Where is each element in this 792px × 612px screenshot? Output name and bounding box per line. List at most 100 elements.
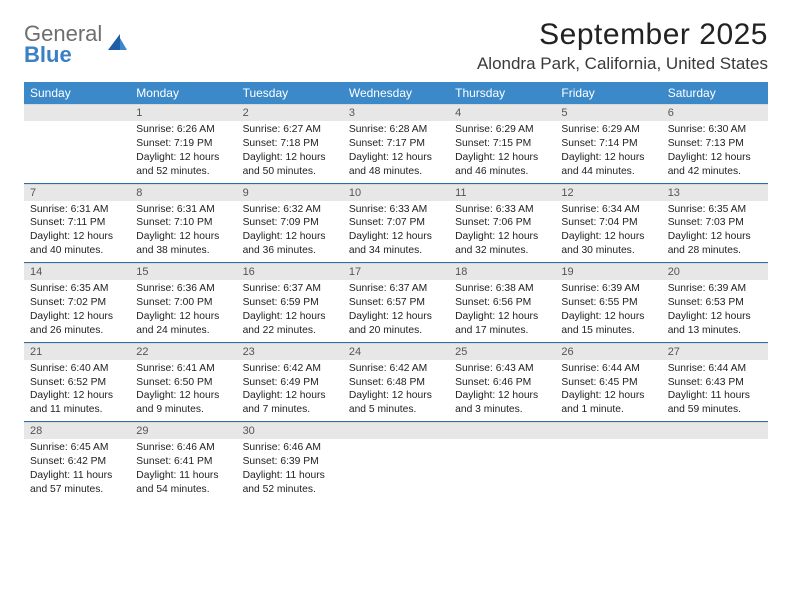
sun-info-line: Sunset: 7:02 PM bbox=[30, 296, 124, 310]
day-number bbox=[449, 422, 555, 439]
sun-info-line: Sunrise: 6:34 AM bbox=[561, 203, 655, 217]
sun-info-line: Daylight: 12 hours bbox=[668, 230, 762, 244]
sun-info-line: and 5 minutes. bbox=[349, 403, 443, 417]
weekday-thu: Thursday bbox=[449, 82, 555, 104]
sun-info-line: Sunset: 7:07 PM bbox=[349, 216, 443, 230]
sun-info-line: Sunrise: 6:45 AM bbox=[30, 441, 124, 455]
day-number: 7 bbox=[24, 184, 130, 201]
sun-info-line: and 17 minutes. bbox=[455, 324, 549, 338]
day-cell bbox=[343, 422, 449, 501]
day-number: 5 bbox=[555, 104, 661, 121]
sun-info-line: Daylight: 12 hours bbox=[243, 389, 337, 403]
sun-info: Sunrise: 6:33 AMSunset: 7:07 PMDaylight:… bbox=[343, 201, 449, 263]
sun-info-line: and 59 minutes. bbox=[668, 403, 762, 417]
sun-info-line: Daylight: 12 hours bbox=[561, 230, 655, 244]
sun-info-line: Daylight: 12 hours bbox=[668, 310, 762, 324]
calendar-document: General Blue September 2025 Alondra Park… bbox=[0, 0, 792, 501]
sun-info-line: and 34 minutes. bbox=[349, 244, 443, 258]
sun-info: Sunrise: 6:26 AMSunset: 7:19 PMDaylight:… bbox=[130, 121, 236, 183]
sun-info-line: and 44 minutes. bbox=[561, 165, 655, 179]
sun-info-line: and 38 minutes. bbox=[136, 244, 230, 258]
day-cell: 25Sunrise: 6:43 AMSunset: 6:46 PMDayligh… bbox=[449, 343, 555, 422]
sun-info-line: Sunrise: 6:29 AM bbox=[561, 123, 655, 137]
day-number: 20 bbox=[662, 263, 768, 280]
sun-info-line: Sunset: 7:04 PM bbox=[561, 216, 655, 230]
day-cell: 18Sunrise: 6:38 AMSunset: 6:56 PMDayligh… bbox=[449, 263, 555, 342]
day-cell: 11Sunrise: 6:33 AMSunset: 7:06 PMDayligh… bbox=[449, 184, 555, 263]
sail-icon bbox=[106, 32, 128, 57]
sun-info-line: Daylight: 12 hours bbox=[136, 310, 230, 324]
sun-info: Sunrise: 6:42 AMSunset: 6:49 PMDaylight:… bbox=[237, 360, 343, 422]
sun-info-line: Daylight: 12 hours bbox=[455, 230, 549, 244]
sun-info-line: Sunset: 7:11 PM bbox=[30, 216, 124, 230]
sun-info: Sunrise: 6:46 AMSunset: 6:39 PMDaylight:… bbox=[237, 439, 343, 501]
sun-info-line: Sunrise: 6:32 AM bbox=[243, 203, 337, 217]
day-cell: 14Sunrise: 6:35 AMSunset: 7:02 PMDayligh… bbox=[24, 263, 130, 342]
sun-info: Sunrise: 6:42 AMSunset: 6:48 PMDaylight:… bbox=[343, 360, 449, 422]
sun-info-line: Sunset: 6:50 PM bbox=[136, 376, 230, 390]
calendar-grid: Sunday Monday Tuesday Wednesday Thursday… bbox=[24, 82, 768, 501]
day-number bbox=[343, 422, 449, 439]
sun-info: Sunrise: 6:35 AMSunset: 7:03 PMDaylight:… bbox=[662, 201, 768, 263]
sun-info-line: Sunrise: 6:44 AM bbox=[561, 362, 655, 376]
week-row: 28Sunrise: 6:45 AMSunset: 6:42 PMDayligh… bbox=[24, 422, 768, 501]
day-cell: 12Sunrise: 6:34 AMSunset: 7:04 PMDayligh… bbox=[555, 184, 661, 263]
day-cell: 24Sunrise: 6:42 AMSunset: 6:48 PMDayligh… bbox=[343, 343, 449, 422]
sun-info-line: Sunset: 7:00 PM bbox=[136, 296, 230, 310]
weekday-sat: Saturday bbox=[662, 82, 768, 104]
sun-info-line: Sunrise: 6:37 AM bbox=[243, 282, 337, 296]
day-number: 8 bbox=[130, 184, 236, 201]
sun-info-line: Sunrise: 6:33 AM bbox=[455, 203, 549, 217]
sun-info-line: Sunset: 7:06 PM bbox=[455, 216, 549, 230]
sun-info-line: Sunset: 7:09 PM bbox=[243, 216, 337, 230]
sun-info: Sunrise: 6:37 AMSunset: 6:59 PMDaylight:… bbox=[237, 280, 343, 342]
sun-info-line: Daylight: 11 hours bbox=[243, 469, 337, 483]
day-number: 2 bbox=[237, 104, 343, 121]
day-cell: 6Sunrise: 6:30 AMSunset: 7:13 PMDaylight… bbox=[662, 104, 768, 183]
day-number: 29 bbox=[130, 422, 236, 439]
sun-info-line: Sunset: 6:43 PM bbox=[668, 376, 762, 390]
day-number: 4 bbox=[449, 104, 555, 121]
day-number: 13 bbox=[662, 184, 768, 201]
day-cell: 17Sunrise: 6:37 AMSunset: 6:57 PMDayligh… bbox=[343, 263, 449, 342]
sun-info: Sunrise: 6:31 AMSunset: 7:11 PMDaylight:… bbox=[24, 201, 130, 263]
sun-info: Sunrise: 6:32 AMSunset: 7:09 PMDaylight:… bbox=[237, 201, 343, 263]
day-number: 15 bbox=[130, 263, 236, 280]
sun-info-line: Sunset: 7:15 PM bbox=[455, 137, 549, 151]
logo: General Blue bbox=[24, 18, 128, 66]
title-block: September 2025 Alondra Park, California,… bbox=[477, 18, 768, 74]
sun-info-line: and 15 minutes. bbox=[561, 324, 655, 338]
day-cell: 9Sunrise: 6:32 AMSunset: 7:09 PMDaylight… bbox=[237, 184, 343, 263]
sun-info-line: Sunrise: 6:40 AM bbox=[30, 362, 124, 376]
sun-info-line: and 54 minutes. bbox=[136, 483, 230, 497]
sun-info-line: Daylight: 12 hours bbox=[561, 310, 655, 324]
sun-info-line: Sunset: 6:49 PM bbox=[243, 376, 337, 390]
day-cell: 28Sunrise: 6:45 AMSunset: 6:42 PMDayligh… bbox=[24, 422, 130, 501]
day-number: 22 bbox=[130, 343, 236, 360]
sun-info-line: Sunset: 7:18 PM bbox=[243, 137, 337, 151]
week-row: 1Sunrise: 6:26 AMSunset: 7:19 PMDaylight… bbox=[24, 104, 768, 184]
sun-info: Sunrise: 6:44 AMSunset: 6:45 PMDaylight:… bbox=[555, 360, 661, 422]
day-number: 30 bbox=[237, 422, 343, 439]
sun-info-line: Sunset: 6:56 PM bbox=[455, 296, 549, 310]
day-number: 9 bbox=[237, 184, 343, 201]
day-cell: 29Sunrise: 6:46 AMSunset: 6:41 PMDayligh… bbox=[130, 422, 236, 501]
day-cell: 3Sunrise: 6:28 AMSunset: 7:17 PMDaylight… bbox=[343, 104, 449, 183]
day-number: 10 bbox=[343, 184, 449, 201]
sun-info-line: and 7 minutes. bbox=[243, 403, 337, 417]
day-cell bbox=[555, 422, 661, 501]
sun-info-line: and 50 minutes. bbox=[243, 165, 337, 179]
sun-info: Sunrise: 6:40 AMSunset: 6:52 PMDaylight:… bbox=[24, 360, 130, 422]
sun-info: Sunrise: 6:28 AMSunset: 7:17 PMDaylight:… bbox=[343, 121, 449, 183]
sun-info-line: and 40 minutes. bbox=[30, 244, 124, 258]
sun-info-line: and 1 minute. bbox=[561, 403, 655, 417]
day-number bbox=[555, 422, 661, 439]
sun-info-line: and 52 minutes. bbox=[136, 165, 230, 179]
sun-info-line: Sunset: 6:39 PM bbox=[243, 455, 337, 469]
sun-info-line: and 36 minutes. bbox=[243, 244, 337, 258]
sun-info-line: Sunrise: 6:36 AM bbox=[136, 282, 230, 296]
sun-info-line: and 57 minutes. bbox=[30, 483, 124, 497]
sun-info-line: Sunset: 7:13 PM bbox=[668, 137, 762, 151]
sun-info-line: Sunset: 6:59 PM bbox=[243, 296, 337, 310]
day-number: 26 bbox=[555, 343, 661, 360]
